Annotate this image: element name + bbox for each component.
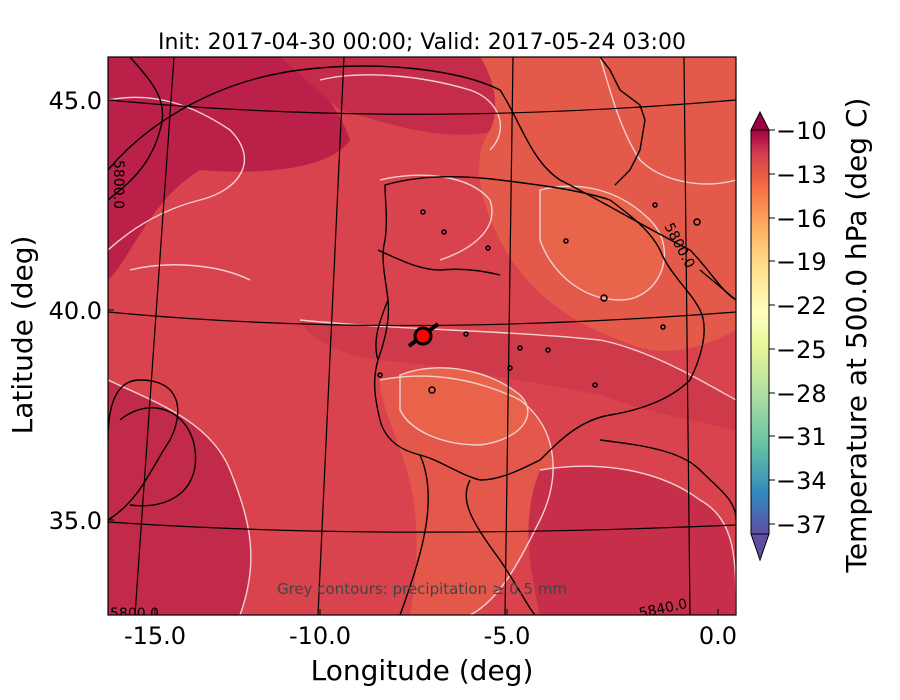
map-frame [107, 56, 737, 616]
meridian-15 [134, 57, 175, 615]
colorbar-ticks [769, 129, 775, 525]
meridian-0 [683, 57, 691, 615]
precip-note: Grey contours: precipitation ≥ 0.5 mm [277, 580, 567, 598]
y-axis-title: Latitude (deg) [6, 236, 39, 435]
colorbar-tick-label: −31 [776, 423, 827, 451]
map-area[interactable]: 5800.0 5800.0 5800.0 5840.0 Grey contour… [108, 57, 736, 622]
meridian-5 [504, 57, 514, 615]
x-tick-label: -10.0 [289, 622, 351, 650]
colorbar: −10 −13 −16 −19 −22 −25 −28 −31 −34 −37 … [750, 98, 873, 574]
meridian-10 [317, 57, 345, 615]
location-marker [407, 322, 440, 348]
colorbar-tick-label: −34 [776, 467, 827, 495]
colorbar-tick-label: −28 [776, 380, 827, 408]
colorbar-tick-label: −19 [776, 248, 827, 276]
plot-title: Init: 2017-04-30 00:00; Valid: 2017-05-2… [158, 30, 686, 55]
coastlines [373, 57, 736, 615]
colorbar-tick-label: −25 [776, 336, 827, 364]
colorbar-extend-bottom [750, 533, 770, 562]
parallel-40 [108, 311, 736, 327]
field-region-dark-se [528, 466, 736, 615]
x-axis: -15.0 -10.0 -5.0 0.0 Longitude (deg) [124, 609, 737, 687]
colorbar-tick-label: −13 [776, 161, 827, 189]
y-axis: 45.0 40.0 35.0 Latitude (deg) [6, 87, 114, 535]
field-region-dark-west [108, 57, 350, 280]
colorbar-tick-label: −37 [776, 511, 827, 539]
y-tick-label: 40.0 [49, 297, 102, 325]
x-tick-label: -15.0 [124, 622, 186, 650]
parallel-35 [108, 521, 736, 533]
field-region-dark-sw [108, 380, 251, 615]
colorbar-extend-top [750, 110, 770, 131]
colorbar-tick-label: −10 [776, 117, 827, 145]
y-tick-label: 45.0 [49, 87, 102, 115]
field-region-orange-east [540, 186, 665, 300]
colorbar-bar [750, 129, 770, 535]
contour-label-nw: 5800.0 [110, 160, 126, 209]
x-axis-title: Longitude (deg) [311, 654, 534, 687]
graticule [108, 57, 736, 615]
colorbar-tick-label: −16 [776, 205, 827, 233]
colorbar-tick-label: −22 [776, 292, 827, 320]
parallel-45 [108, 99, 736, 115]
geopotential-contours [108, 57, 736, 521]
contour-label-sw: 5800.0 [110, 606, 159, 622]
x-tick-label: -5.0 [484, 622, 531, 650]
x-tick-label: 0.0 [699, 622, 737, 650]
island-marks [377, 202, 701, 394]
y-tick-label: 35.0 [49, 507, 102, 535]
colorbar-title: Temperature at 500.0 hPa (deg C) [840, 98, 873, 574]
